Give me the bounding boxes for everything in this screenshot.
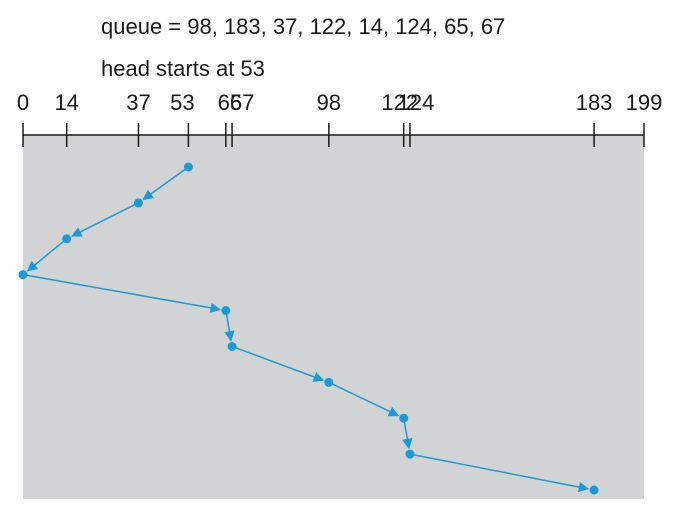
- request-point-0: [18, 270, 28, 280]
- axis-tick-label-98: 98: [317, 90, 341, 115]
- queue-label: queue = 98, 183, 37, 122, 14, 124, 65, 6…: [101, 14, 506, 39]
- request-point-183: [589, 485, 599, 495]
- axis-tick-label-199: 199: [626, 90, 663, 115]
- path-segment-65-to-67: [224, 310, 235, 342]
- request-point-37: [133, 198, 143, 208]
- path-segment-53-to-37: [142, 166, 189, 200]
- request-point-14: [62, 234, 72, 244]
- request-point-65: [221, 306, 231, 316]
- axis-tick-label-37: 37: [126, 90, 150, 115]
- axis-tick-label-0: 0: [17, 90, 29, 115]
- request-point-53: [183, 162, 193, 172]
- path-segment-67-to-98: [231, 345, 325, 382]
- request-point-124: [405, 449, 415, 459]
- axis-tick-label-53: 53: [170, 90, 194, 115]
- path-segment-37-to-14: [71, 202, 139, 237]
- head-movement-path: [22, 166, 590, 493]
- axis-tick-label-67: 67: [230, 90, 254, 115]
- axis-tick-label-122: 122: [381, 90, 418, 115]
- request-points: [18, 162, 599, 495]
- axis-ticks: [22, 123, 645, 147]
- path-segment-122-to-124: [402, 418, 413, 450]
- axis-tick-label-14: 14: [54, 90, 78, 115]
- axis-tick-label-65: 65: [218, 90, 242, 115]
- path-segment-124-to-183: [409, 453, 590, 493]
- request-point-98: [324, 377, 334, 387]
- request-point-122: [399, 413, 409, 423]
- path-segment-98-to-122: [328, 381, 400, 417]
- diagram-panel: [23, 135, 644, 499]
- path-segment-0-to-65: [22, 273, 221, 314]
- path-segment-14-to-0: [26, 238, 68, 272]
- axis-tick-label-124: 124: [398, 90, 435, 115]
- head-start-label: head starts at 53: [101, 56, 265, 81]
- axis-tick-label-183: 183: [576, 90, 613, 115]
- request-point-67: [227, 341, 237, 351]
